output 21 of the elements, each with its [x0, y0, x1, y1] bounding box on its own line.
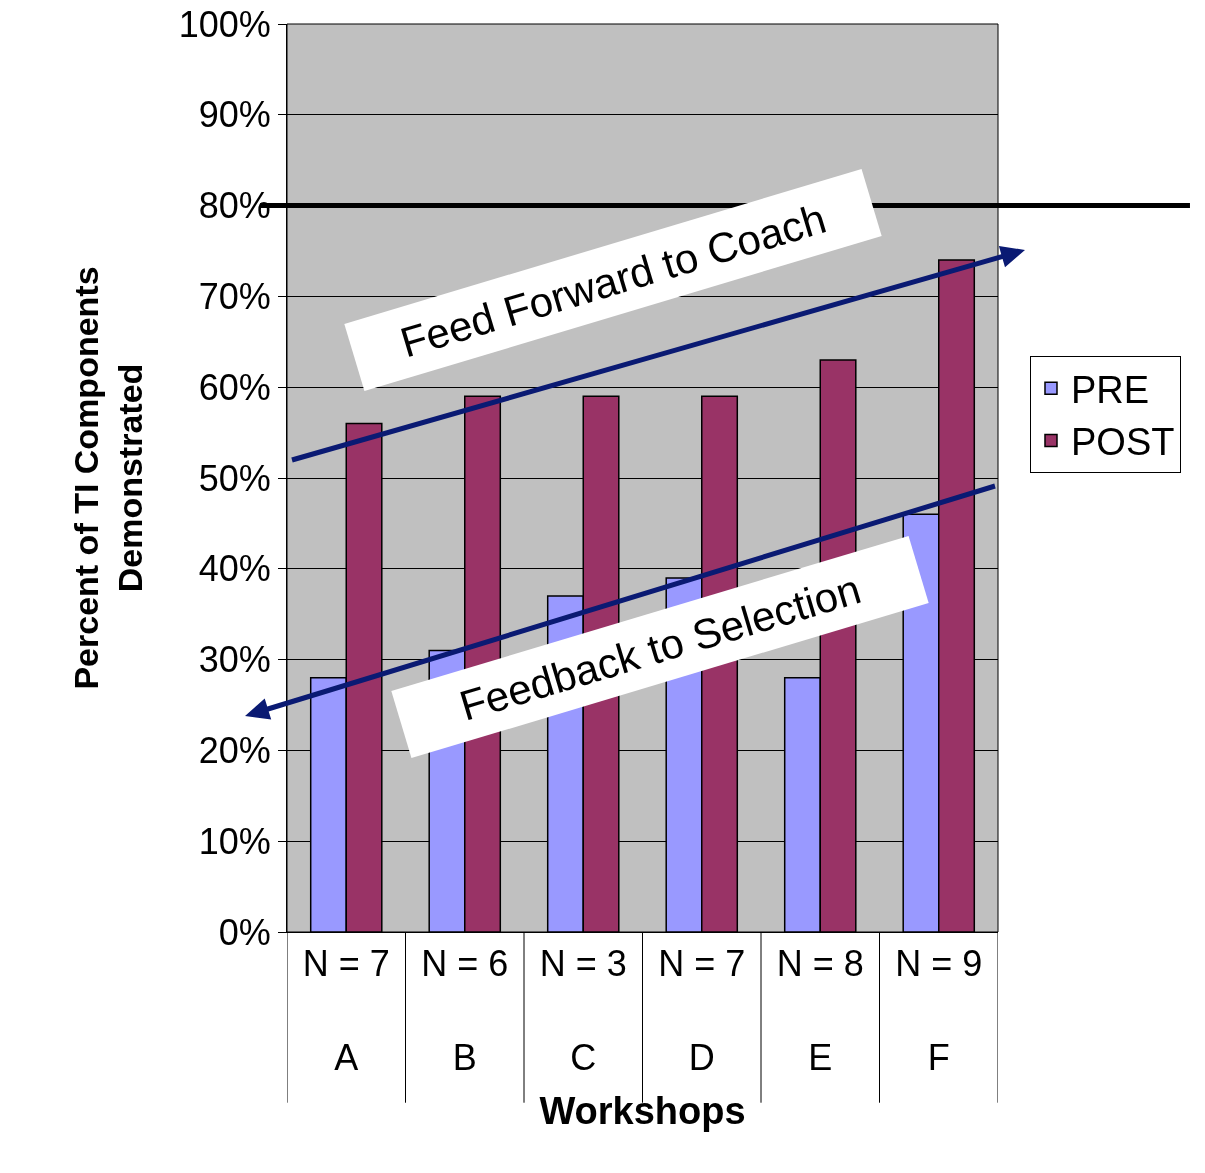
y-tick-label: 40%	[198, 548, 271, 590]
category-label: N = 9 F	[895, 943, 983, 1078]
category-label: N = 7 D	[658, 943, 746, 1078]
category-label: N = 7 A	[302, 943, 390, 1078]
y-tick-label: 90%	[198, 94, 271, 136]
y-tick-label: 10%	[198, 820, 271, 862]
x-axis-title: Workshops	[539, 1089, 746, 1132]
y-tick-label: 100%	[178, 3, 271, 45]
y-tick-label: 70%	[198, 276, 271, 317]
y-tick-label: 0%	[218, 911, 271, 953]
legend-label: POST	[1070, 421, 1175, 464]
category-label: N = 3 C	[539, 943, 627, 1078]
category-label: N = 6 B	[421, 943, 509, 1078]
y-tick-label: 80%	[198, 185, 271, 227]
y-tick-label: 60%	[198, 366, 271, 408]
category-label: N = 8 E	[776, 943, 864, 1078]
legend-label: PRE	[1070, 368, 1150, 411]
y-axis-title: Percent of TI Components Demonstrated	[67, 266, 150, 690]
y-tick-label: 20%	[198, 730, 271, 771]
y-tick-label: 30%	[198, 639, 271, 681]
y-tick-label: 50%	[198, 457, 271, 499]
